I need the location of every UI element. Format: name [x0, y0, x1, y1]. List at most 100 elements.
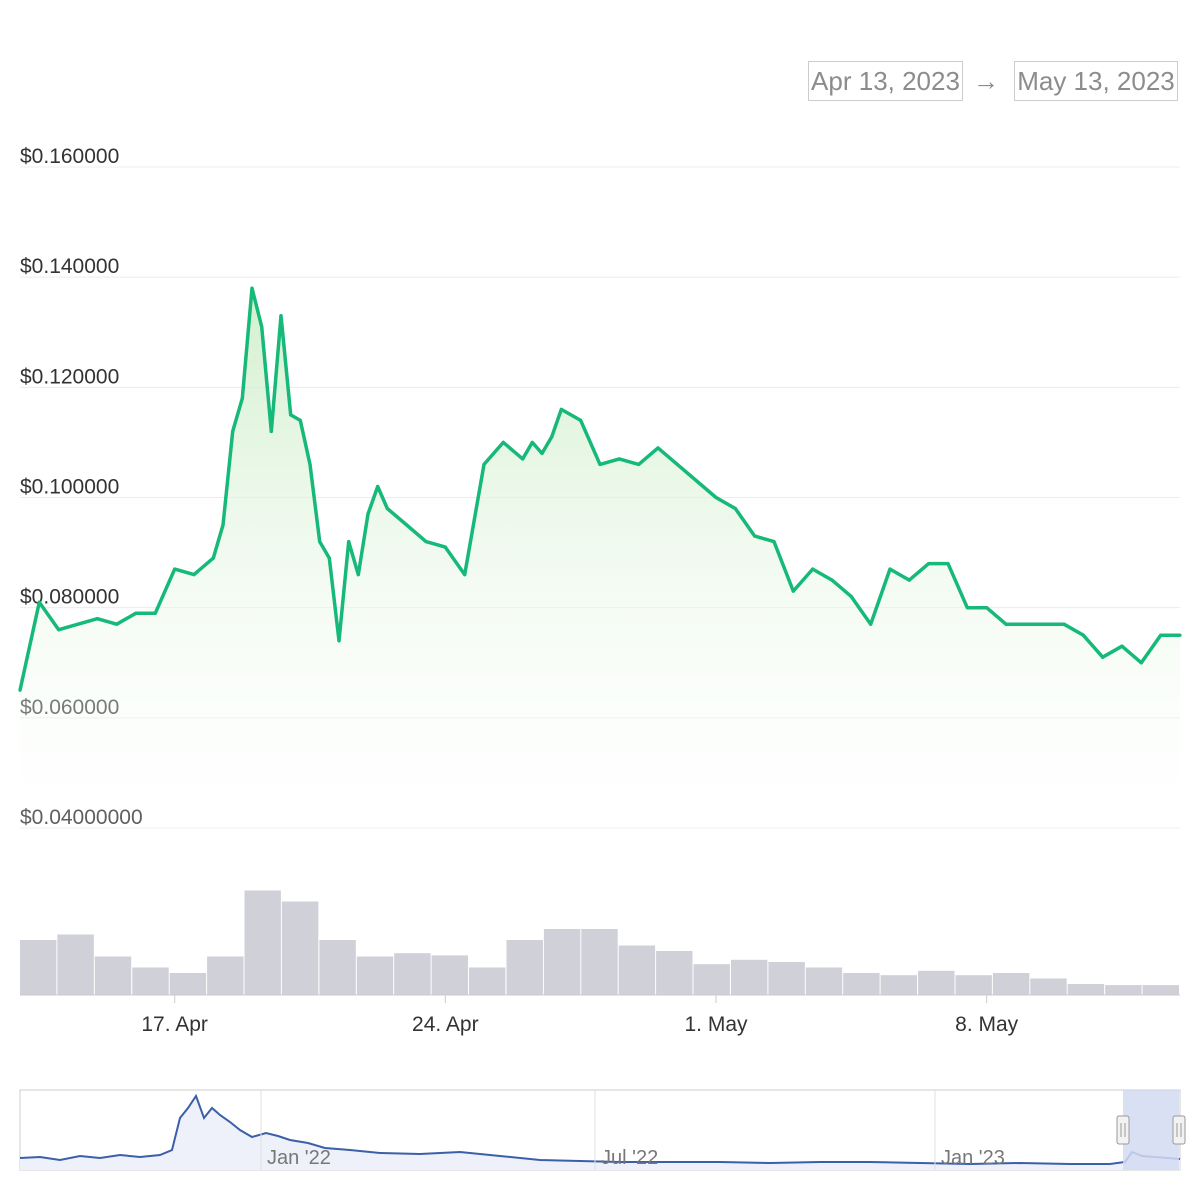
- y-tick-label: $0.120000: [20, 365, 119, 388]
- volume-bar: [1142, 985, 1179, 995]
- price-point: [231, 429, 235, 433]
- price-point: [347, 539, 351, 544]
- price-point: [1081, 633, 1085, 637]
- price-point: [134, 611, 138, 615]
- price-point: [250, 286, 254, 290]
- navigator-right-handle[interactable]: [1172, 1115, 1186, 1145]
- price-point: [260, 325, 264, 329]
- price-point: [482, 462, 486, 467]
- price-point: [637, 462, 641, 467]
- volume-bar: [656, 951, 693, 995]
- y-tick-label: $0.100000: [20, 476, 119, 499]
- price-point: [318, 539, 322, 544]
- range-to-input[interactable]: May 13, 2023: [1014, 61, 1178, 101]
- price-point: [76, 622, 80, 626]
- price-point: [695, 479, 699, 483]
- price-point: [1139, 661, 1143, 665]
- volume-bar: [169, 973, 207, 995]
- price-point: [772, 539, 776, 544]
- price-line: [18, 286, 1180, 691]
- price-point: [269, 429, 273, 433]
- navigator[interactable]: Jan '22 Jul '22 Jan '23: [19, 1089, 1186, 1171]
- price-point: [95, 617, 99, 621]
- price-point: [211, 556, 215, 560]
- volume-bar: [57, 934, 94, 995]
- price-point: [1043, 622, 1047, 626]
- price-point: [888, 567, 892, 571]
- y-tick-label: $0.140000: [20, 255, 119, 278]
- price-point: [385, 506, 389, 511]
- volume-bar: [618, 945, 656, 995]
- volume-bar: [394, 953, 431, 995]
- volume-bar: [469, 967, 506, 995]
- price-point: [376, 484, 380, 489]
- y-tick-label: $0.080000: [20, 586, 119, 609]
- price-point: [356, 573, 360, 577]
- range-from-input[interactable]: Apr 13, 2023: [808, 61, 963, 101]
- price-point: [946, 562, 950, 566]
- volume-bar: [1067, 984, 1105, 995]
- price-point: [579, 418, 583, 422]
- x-tick-label: 8. May: [955, 1013, 1019, 1036]
- price-point: [289, 413, 293, 417]
- volume-bar: [132, 967, 169, 995]
- navigator-left-handle[interactable]: [1116, 1115, 1130, 1145]
- volume-bar: [992, 973, 1030, 995]
- price-point: [463, 573, 467, 577]
- price-point: [714, 495, 718, 500]
- volume-bar: [581, 929, 618, 995]
- price-point: [298, 418, 302, 422]
- price-point: [985, 606, 989, 610]
- volume-bar: [955, 975, 992, 995]
- range-arrow-icon: →: [973, 66, 999, 96]
- price-point: [308, 462, 312, 467]
- price-point: [753, 534, 757, 538]
- volume-bar: [1105, 985, 1142, 995]
- price-point: [1062, 622, 1066, 626]
- volume-bar: [319, 940, 356, 995]
- volume-bar: [843, 973, 880, 995]
- price-point: [240, 396, 244, 400]
- price-point: [849, 595, 853, 599]
- navigator-tick-label: Jul '22: [601, 1147, 658, 1169]
- price-point: [173, 567, 177, 571]
- price-area: [20, 288, 1180, 828]
- volume-bar: [880, 975, 917, 995]
- volume-bar: [1030, 978, 1067, 995]
- volume-bar: [94, 956, 132, 995]
- volume-bar: [543, 929, 581, 995]
- price-point: [521, 457, 525, 461]
- x-axis: 17. Apr 24. Apr 1. May 8. May: [20, 994, 1180, 1036]
- price-point: [791, 589, 795, 593]
- navigator-selected-range[interactable]: [1123, 1090, 1179, 1170]
- price-point: [1120, 644, 1124, 648]
- price-point: [443, 545, 447, 549]
- price-point: [1004, 622, 1008, 626]
- price-point: [279, 314, 283, 318]
- volume-bar: [506, 940, 543, 995]
- navigator-line: [19, 1093, 1181, 1166]
- x-tick-label: 1. May: [684, 1013, 748, 1036]
- volume-bar: [431, 955, 468, 995]
- price-point: [965, 606, 969, 610]
- volume-bar: [356, 956, 394, 995]
- price-point: [559, 407, 563, 411]
- price-point: [1101, 655, 1105, 659]
- navigator-area: [20, 1096, 1180, 1170]
- price-point: [18, 688, 22, 692]
- volume-series: [20, 890, 1179, 995]
- price-point: [617, 457, 621, 461]
- price-point: [405, 523, 409, 527]
- volume-bar: [244, 890, 281, 995]
- price-point: [221, 523, 225, 527]
- volume-bar: [693, 964, 730, 995]
- price-point: [907, 578, 911, 582]
- price-point: [366, 512, 370, 516]
- price-point: [192, 573, 196, 577]
- price-point: [530, 440, 534, 445]
- navigator-tick-label: Jan '23: [941, 1147, 1005, 1169]
- volume-bar: [768, 962, 805, 995]
- volume-bar: [731, 959, 768, 995]
- volume-bar: [281, 901, 319, 995]
